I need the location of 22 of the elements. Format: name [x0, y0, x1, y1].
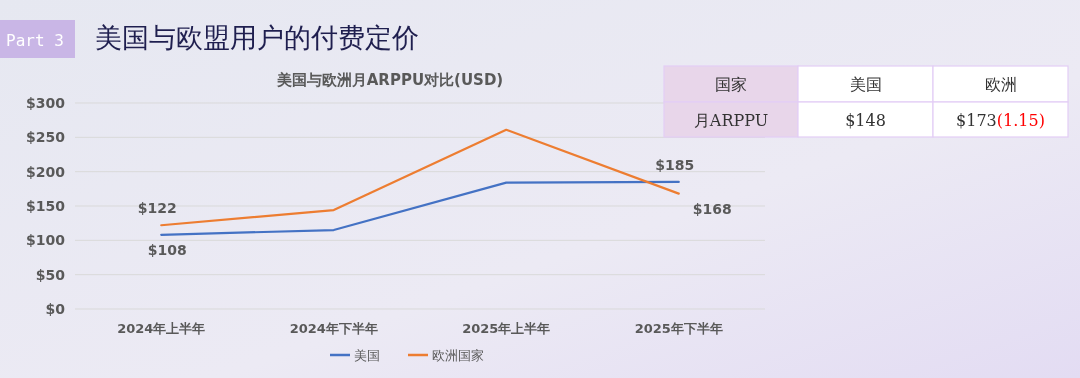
data-label: $168: [692, 200, 732, 217]
y-tick-label: $150: [26, 198, 66, 214]
annotation: 月ARPPU: [693, 110, 769, 130]
y-tick-label: $200: [26, 163, 66, 180]
x-tick-label: 2025年上半年: [462, 321, 551, 336]
x-tick-label: 2024年上半年: [117, 321, 206, 336]
x-tick-label: 2025年下半年: [634, 321, 723, 336]
chart-title: 美国与欧盟用户的付费定价: [95, 22, 419, 53]
table-grid: 国家 美国 欧洲 月ARPPU $148 $173(1.15): [663, 65, 1069, 138]
x-tick-label: 2024年下半年: [289, 321, 378, 336]
text: Part 3: [6, 31, 64, 50]
y-tick-label: $0: [45, 301, 66, 317]
y-tick-label: $300: [26, 95, 66, 111]
data-label: $185: [655, 156, 695, 173]
y-tick-label: $250: [26, 129, 66, 146]
y-tick-label: $100: [26, 232, 66, 249]
y-tick-label: $50: [35, 266, 66, 283]
legend-label: 欧洲国家: [432, 348, 484, 363]
data-label: $108: [147, 241, 187, 258]
data-label: $122: [137, 200, 177, 217]
chart-subtitle: 美国与欧洲月ARPPU对比(USD): [275, 71, 504, 89]
legend-label: 美国: [354, 348, 380, 363]
